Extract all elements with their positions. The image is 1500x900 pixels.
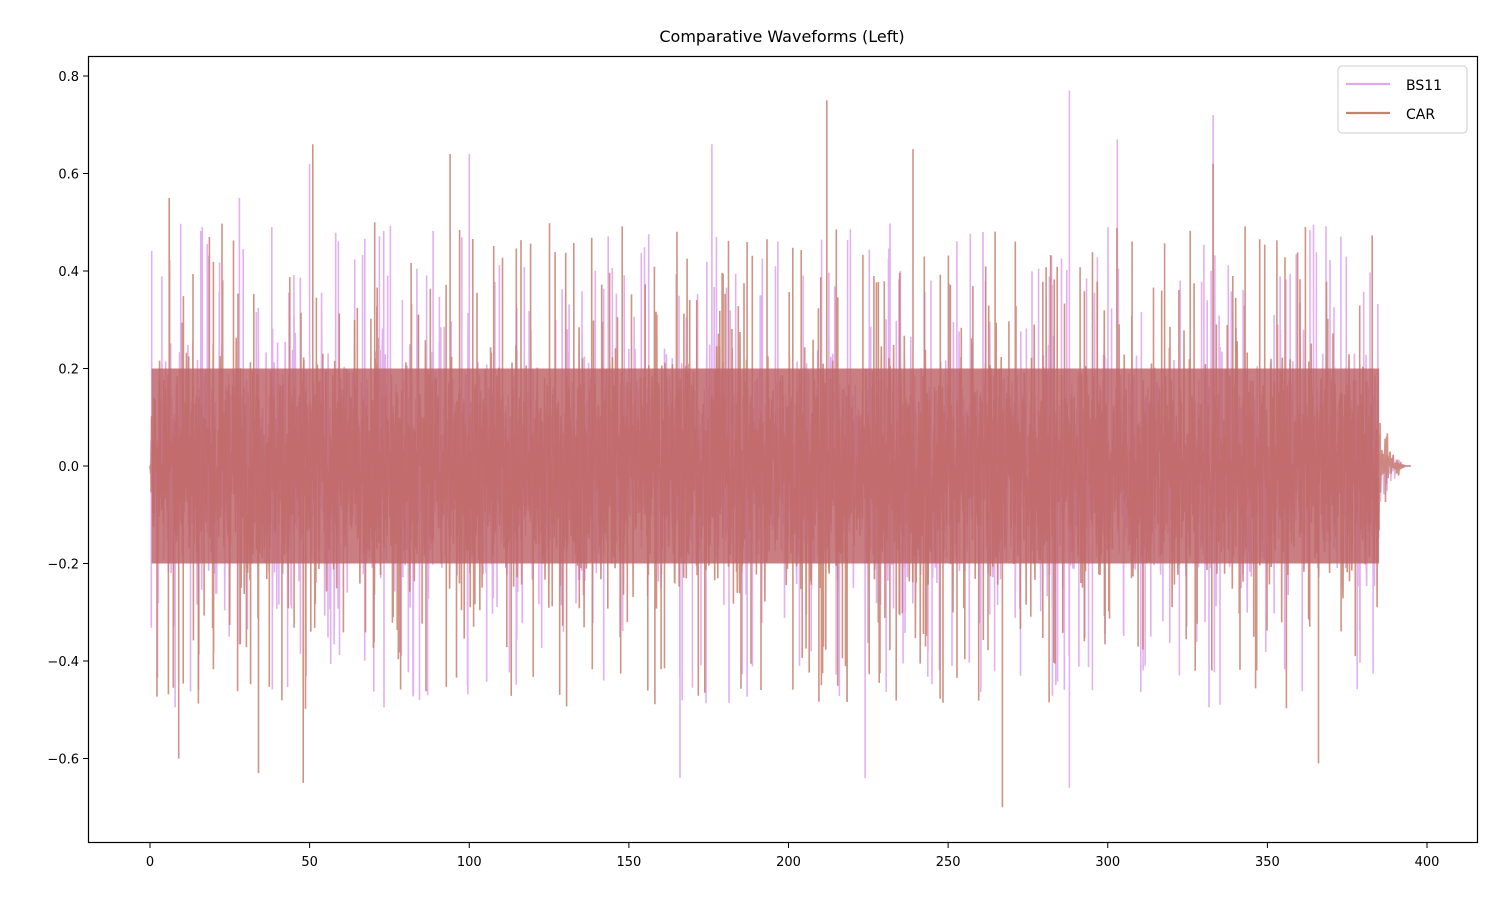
y-tick-label: 0.4: [58, 265, 79, 280]
legend-label-bs11: BS11: [1406, 78, 1442, 94]
chart-title: Comparative Waveforms (Left): [659, 27, 904, 46]
x-tick-label: 0: [146, 855, 154, 870]
y-tick-label: 0.8: [58, 70, 79, 85]
x-axis: 0 50 100 150 200 250 300 350 400: [146, 842, 1440, 870]
y-axis: −0.6 −0.4 −0.2 0.0 0.2 0.4 0.6 0.8: [47, 70, 89, 768]
y-tick-label: 0.6: [58, 168, 79, 183]
y-tick-label: −0.2: [47, 558, 79, 573]
y-tick-label: 0.2: [58, 363, 79, 378]
legend: BS11 CAR: [1337, 65, 1468, 134]
x-tick-label: 250: [936, 855, 961, 870]
x-tick-label: 200: [776, 855, 801, 870]
x-tick-label: 350: [1255, 855, 1280, 870]
y-tick-label: 0.0: [58, 460, 79, 475]
waveform-body: [151, 368, 1380, 564]
x-tick-label: 300: [1095, 855, 1120, 870]
y-tick-label: −0.6: [47, 753, 79, 768]
axes-frame: [87, 55, 1479, 844]
plot-area: [149, 90, 1411, 808]
legend-box: [1337, 65, 1468, 134]
x-tick-label: 400: [1415, 855, 1440, 870]
legend-label-car: CAR: [1406, 107, 1435, 123]
x-tick-label: 150: [616, 855, 641, 870]
x-tick-label: 100: [457, 855, 482, 870]
y-tick-label: −0.4: [47, 655, 79, 670]
x-tick-label: 50: [301, 855, 318, 870]
